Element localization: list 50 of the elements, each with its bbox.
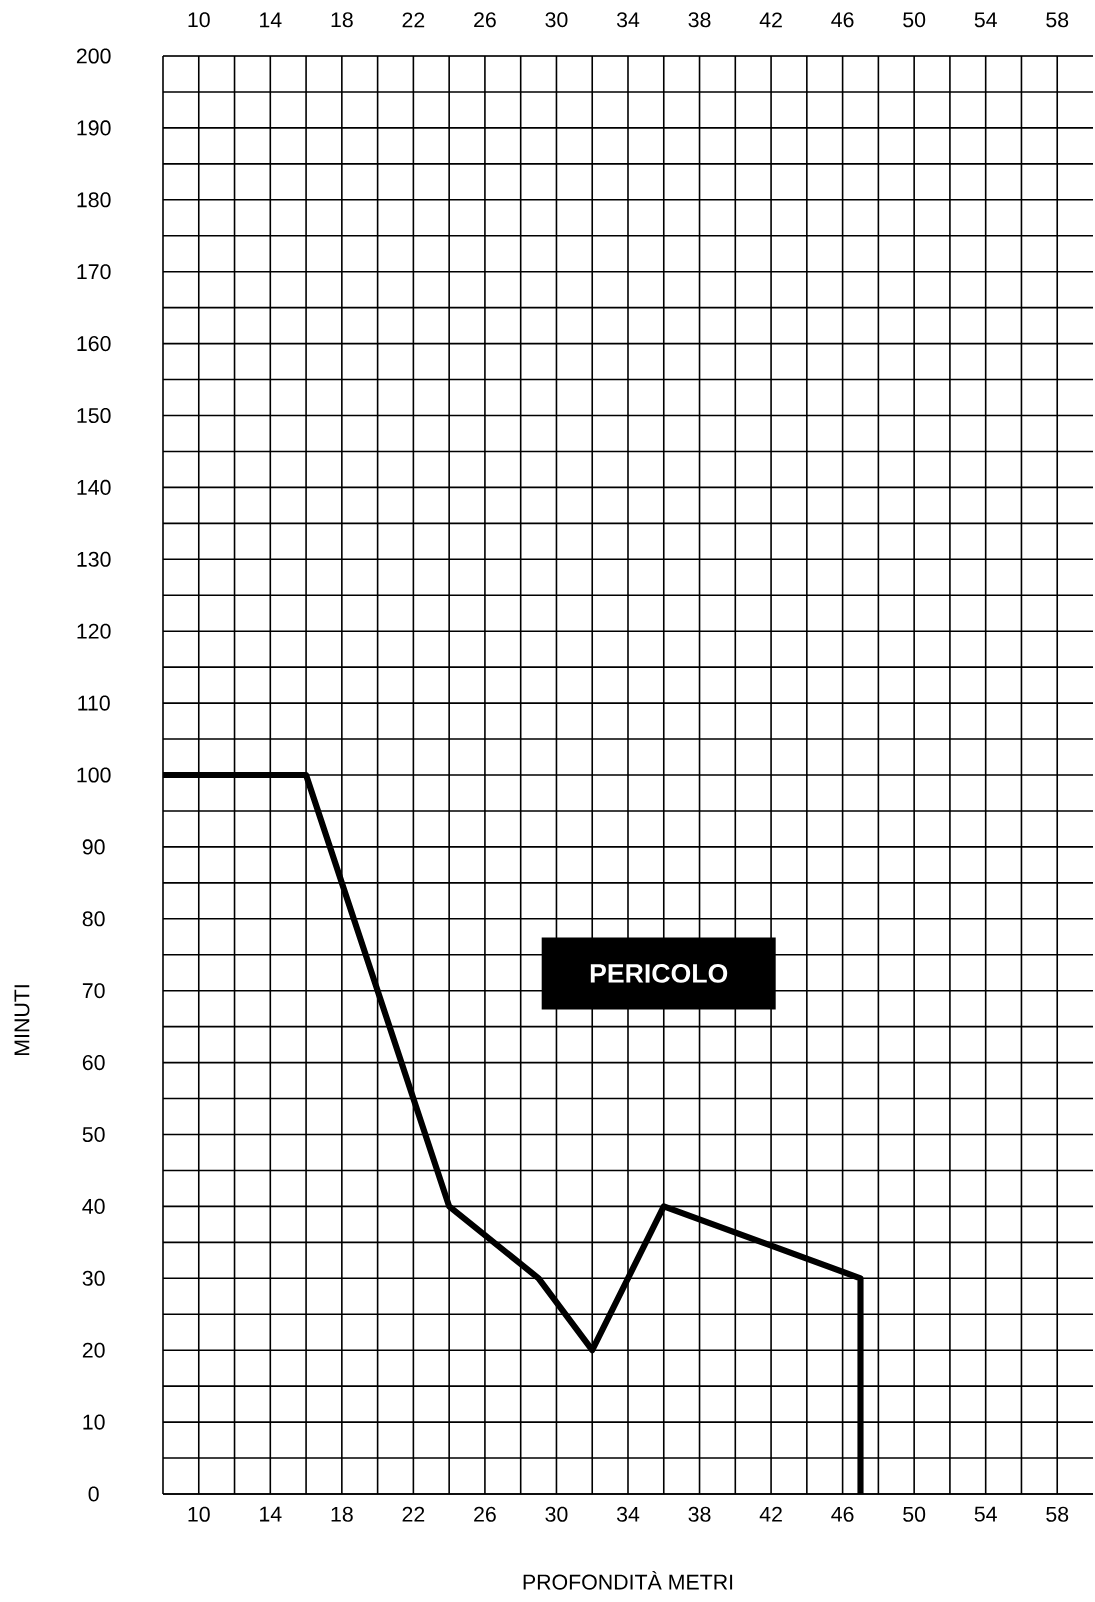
y-tick-label: 200 bbox=[76, 48, 111, 64]
y-tick-label: 40 bbox=[82, 1198, 105, 1214]
y-tick-label: 150 bbox=[77, 407, 111, 424]
x2-tick-label: 10 bbox=[188, 12, 210, 28]
x2-tick-label: 22 bbox=[402, 12, 425, 28]
x2-tick-label: 46 bbox=[831, 12, 854, 28]
x2-tick-label: 18 bbox=[331, 12, 353, 28]
x-tick-label: 46 bbox=[831, 1506, 854, 1522]
x-tick-label: 38 bbox=[688, 1506, 711, 1522]
y-tick-label: 30 bbox=[82, 1270, 105, 1286]
x-axis-title: PROFONDITÀ METRI bbox=[523, 1570, 733, 1590]
x-tick-label: 34 bbox=[616, 1506, 640, 1522]
y-tick-label: 100 bbox=[77, 767, 111, 783]
x2-tick-label: 30 bbox=[545, 12, 568, 28]
x2-tick-label: 38 bbox=[688, 12, 711, 28]
x-tick-label: 58 bbox=[1046, 1506, 1069, 1522]
y-tick-label: 140 bbox=[77, 479, 111, 495]
y-tick-label: 80 bbox=[82, 911, 105, 927]
x-tick-label: 26 bbox=[474, 1506, 496, 1522]
y-tick-label: 170 bbox=[77, 264, 111, 280]
x-tick-label: 50 bbox=[903, 1506, 926, 1522]
x-tick-label: 14 bbox=[260, 1506, 282, 1522]
y-tick-label: 50 bbox=[82, 1126, 105, 1143]
x-tick-label: 30 bbox=[545, 1506, 568, 1522]
y-tick-label: 10 bbox=[83, 1414, 105, 1430]
y-tick-label: 20 bbox=[82, 1342, 105, 1358]
x2-tick-label: 50 bbox=[903, 12, 926, 28]
y-tick-label: 130 bbox=[77, 551, 111, 567]
x-tick-label: 22 bbox=[402, 1506, 425, 1522]
x2-tick-label: 54 bbox=[974, 12, 997, 28]
y-tick-label: 60 bbox=[82, 1055, 105, 1071]
x-tick-label: 18 bbox=[331, 1506, 353, 1522]
y-tick-label: 160 bbox=[77, 336, 111, 352]
y-tick-label: 190 bbox=[77, 120, 111, 136]
x2-tick-label: 42 bbox=[759, 12, 782, 28]
x2-tick-label: 58 bbox=[1046, 12, 1069, 28]
y-tick-label: 120 bbox=[77, 623, 111, 639]
x2-tick-label: 26 bbox=[474, 12, 496, 28]
y-tick-label: 90 bbox=[82, 839, 105, 855]
y-tick-label: 180 bbox=[77, 192, 111, 208]
x-tick-label: 10 bbox=[188, 1506, 210, 1522]
x2-tick-label: 34 bbox=[616, 12, 640, 28]
y-axis-title: MINUTI bbox=[14, 985, 30, 1055]
y-tick-label: 0 bbox=[88, 1486, 99, 1502]
annotation: PERICOLO bbox=[590, 964, 728, 983]
y-tick-label: 70 bbox=[82, 983, 105, 999]
x-tick-label: 42 bbox=[759, 1506, 782, 1522]
y-tick-label: 110 bbox=[78, 695, 110, 711]
x-tick-label: 54 bbox=[974, 1506, 997, 1522]
x2-tick-label: 14 bbox=[260, 12, 282, 28]
